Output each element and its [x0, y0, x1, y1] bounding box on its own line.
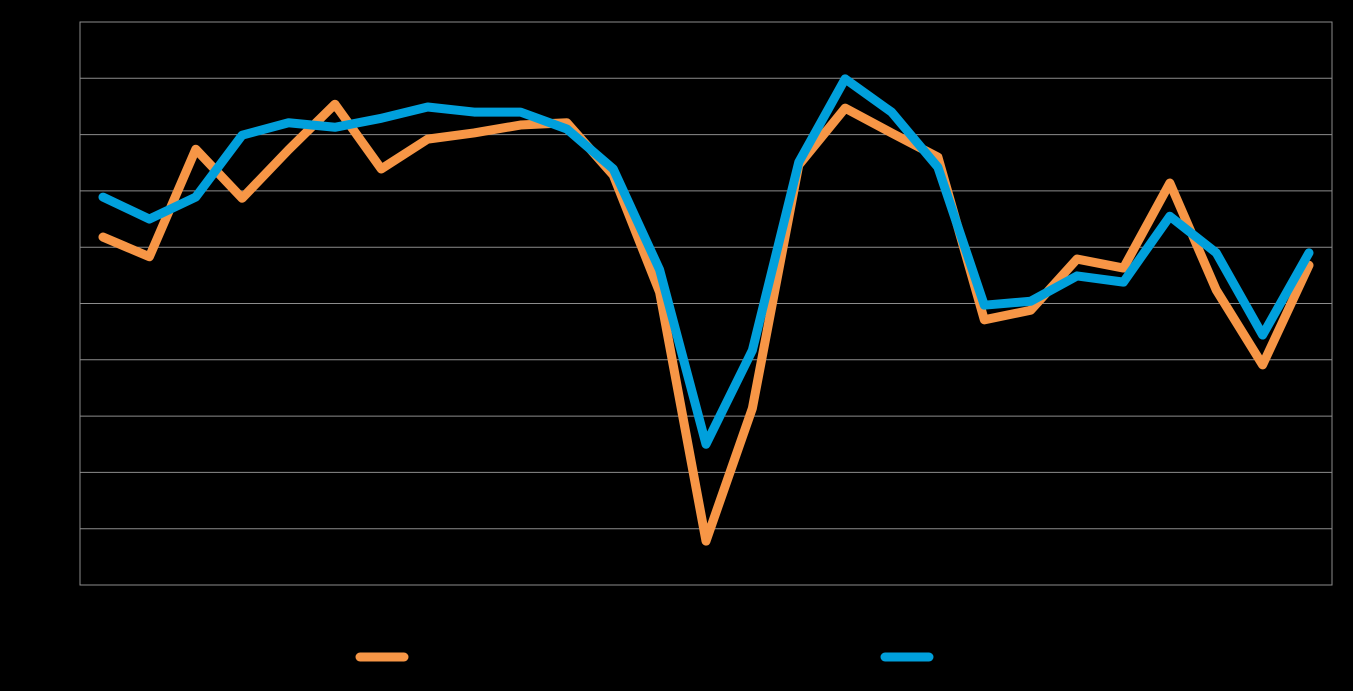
- series-line: [98, 74, 1314, 449]
- series-line: [98, 99, 1314, 546]
- plot-border: [79, 21, 1333, 586]
